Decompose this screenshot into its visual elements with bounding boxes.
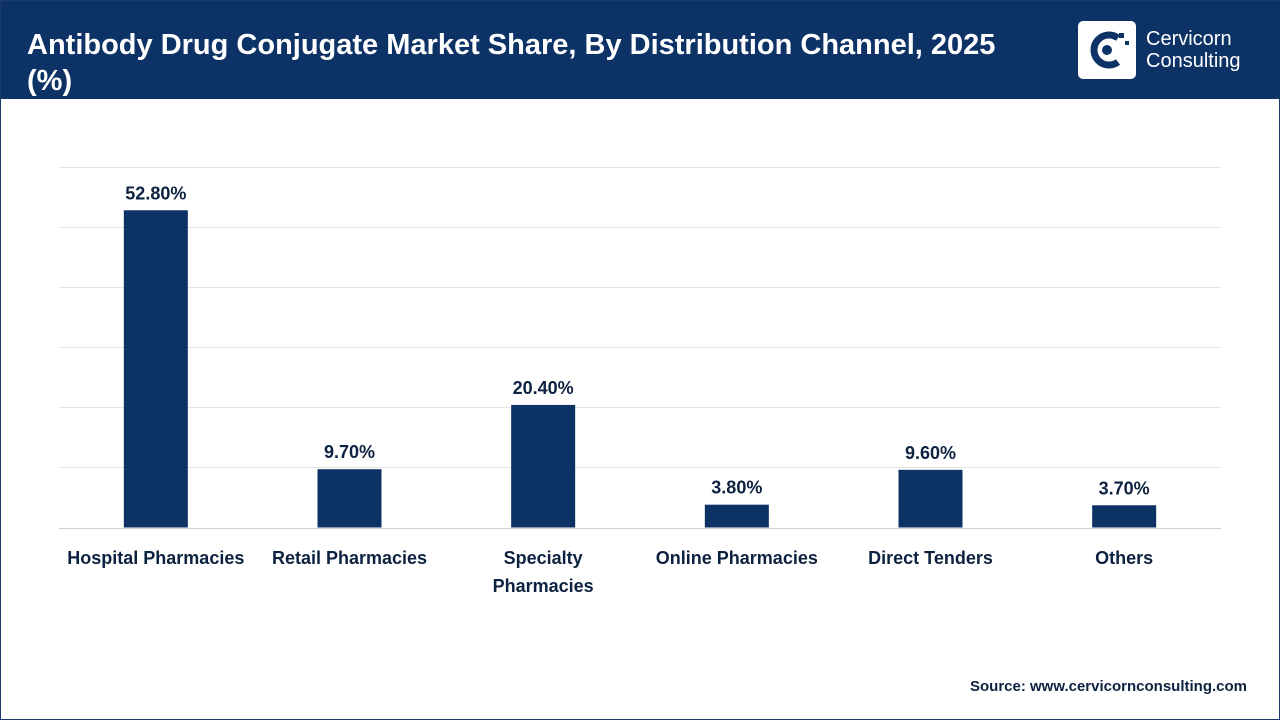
bar xyxy=(704,504,769,528)
title-banner: Antibody Drug Conjugate Market Share, By… xyxy=(1,1,1280,99)
logo-line-2: Consulting xyxy=(1146,50,1241,72)
data-label: 3.80% xyxy=(711,478,762,498)
bar xyxy=(317,469,382,528)
bar-chart: 52.80% Hospital Pharmacies 9.70% Retail Pha… xyxy=(59,167,1221,596)
bar xyxy=(1092,505,1157,528)
bar xyxy=(898,469,963,528)
data-label: 20.40% xyxy=(513,378,574,398)
source-note: Source: www.cervicornconsulting.com xyxy=(969,678,1247,695)
logo-icon xyxy=(1078,21,1136,79)
data-label: 52.80% xyxy=(125,183,186,203)
logo-wordmark: Cervicorn Consulting xyxy=(1146,28,1241,72)
category-label: Direct Tenders xyxy=(868,548,993,568)
data-label: 9.60% xyxy=(905,443,956,463)
chart-title: Antibody Drug Conjugate Market Share, By… xyxy=(27,29,996,97)
category-label: Others xyxy=(1095,548,1153,568)
category-label: Specialty xyxy=(504,548,583,568)
category-label: Hospital Pharmacies xyxy=(67,548,244,568)
logo-line-1: Cervicorn xyxy=(1146,28,1232,50)
data-label: 9.70% xyxy=(324,442,375,462)
category-label: Online Pharmacies xyxy=(656,548,818,568)
bar xyxy=(511,404,576,528)
category-label: Retail Pharmacies xyxy=(272,548,427,568)
data-label: 3.70% xyxy=(1099,478,1150,498)
company-logo: Cervicorn Consulting xyxy=(1078,21,1268,81)
bar xyxy=(123,210,188,528)
category-label: Pharmacies xyxy=(493,576,594,596)
